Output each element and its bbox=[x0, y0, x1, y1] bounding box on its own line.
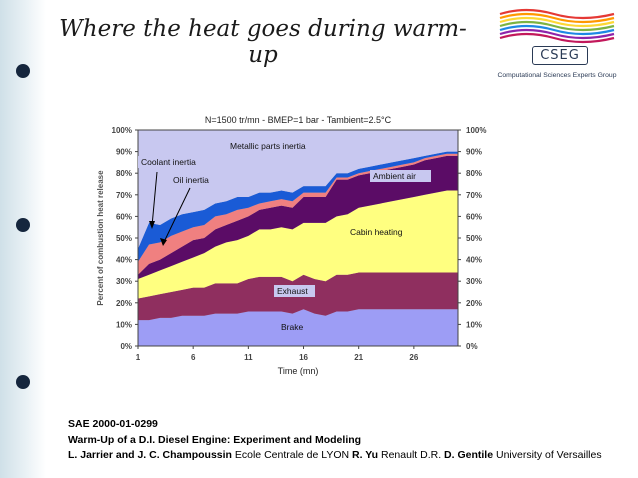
arrow-coolant-head bbox=[149, 221, 155, 229]
label-metallic-parts-inertia-bg bbox=[227, 140, 343, 152]
label-brake-bg bbox=[278, 321, 309, 333]
label-exhaust-bg bbox=[274, 285, 315, 297]
label-cabin-heating: Cabin heating bbox=[350, 227, 403, 237]
x-tick-label: 16 bbox=[299, 353, 308, 362]
label-exhaust: Exhaust bbox=[277, 286, 308, 296]
logo-waves-icon bbox=[499, 8, 615, 44]
citation-paper-title: Warm-Up of a D.I. Diesel Engine: Experim… bbox=[68, 433, 362, 446]
y-tick-label-right: 70% bbox=[466, 191, 482, 200]
x-tick-label: 6 bbox=[191, 353, 196, 362]
citation-part-4: D. Gentile bbox=[444, 449, 494, 461]
arrow-oil bbox=[163, 187, 191, 243]
y-tick-label-left: 0% bbox=[120, 342, 132, 351]
citation-part-3: Renault D.R. bbox=[378, 449, 445, 461]
y-tick-label-left: 40% bbox=[116, 256, 132, 265]
y-tick-label-right: 10% bbox=[466, 320, 482, 329]
y-tick-label-left: 80% bbox=[116, 169, 132, 178]
slide-title: Where the heat goes during warm- up bbox=[48, 16, 478, 68]
y-tick-label-left: 20% bbox=[116, 299, 132, 308]
y-tick-label-right: 60% bbox=[466, 212, 482, 221]
bullet-dot bbox=[16, 64, 30, 78]
arrow-coolant bbox=[151, 171, 158, 227]
citation: SAE 2000-01-0299 Warm-Up of a D.I. Diese… bbox=[68, 417, 628, 464]
label-coolant-inertia: Coolant inertia bbox=[141, 157, 196, 167]
y-tick-label-right: 40% bbox=[466, 256, 482, 265]
y-tick-label-left: 70% bbox=[116, 191, 132, 200]
logo-subtitle: Computational Sciences Experts Group bbox=[497, 72, 617, 79]
y-tick-label-right: 90% bbox=[466, 148, 482, 157]
area-ambient-air bbox=[138, 155, 458, 280]
cseg-logo: CSEG Computational Sciences Experts Grou… bbox=[496, 6, 617, 84]
y-tick-label-right: 80% bbox=[466, 169, 482, 178]
y-tick-label-left: 100% bbox=[112, 126, 132, 135]
x-tick-label: 1 bbox=[136, 353, 141, 362]
y-tick-label-left: 10% bbox=[116, 320, 132, 329]
heat-distribution-chart: 0% 10% 20% 30% 40% 50% 60% 70% 80% 90% 100% 0% 10% 20… bbox=[90, 108, 510, 378]
y-axis-label: Percent of combustion heat release bbox=[96, 170, 105, 306]
y-tick-label-left: 90% bbox=[116, 148, 132, 157]
bullet-dot bbox=[16, 375, 30, 389]
label-metallic-parts-inertia: Metallic parts inertia bbox=[230, 141, 306, 151]
chart-title: N=1500 tr/mn - BMEP=1 bar - Tambient=2.5… bbox=[205, 115, 392, 125]
label-oil-inertia: Oil inertia bbox=[173, 175, 209, 185]
citation-part-5: University of Versailles bbox=[493, 449, 602, 461]
label-ambient-air-bg bbox=[370, 170, 431, 182]
y-tick-label-right: 0% bbox=[466, 342, 478, 351]
area-cabin-heating bbox=[138, 190, 458, 299]
citation-part-1: Ecole Centrale de LYON bbox=[231, 449, 353, 461]
citation-paper-id: SAE 2000-01-0299 bbox=[68, 418, 158, 430]
y-tick-label-right: 30% bbox=[466, 277, 482, 286]
slide-title-line2: up bbox=[248, 42, 278, 68]
citation-authors: L. Jarrier and J. C. Champoussin Ecole C… bbox=[68, 448, 628, 464]
label-brake: Brake bbox=[281, 322, 303, 332]
label-oil-inertia-bg bbox=[170, 174, 231, 186]
y-tick-label-left: 60% bbox=[116, 212, 132, 221]
y-tick-label-left: 30% bbox=[116, 277, 132, 286]
bullet-dot bbox=[16, 218, 30, 232]
y-tick-label-right: 100% bbox=[466, 126, 486, 135]
logo-wordmark: CSEG bbox=[532, 46, 588, 65]
x-tick-label: 21 bbox=[354, 353, 363, 362]
arrow-oil-head bbox=[160, 238, 167, 246]
label-cabin-heating-bg bbox=[347, 226, 418, 238]
left-decor-bar bbox=[0, 0, 46, 478]
y-tick-label-right: 20% bbox=[466, 299, 482, 308]
stacked-area-chart: 0% 10% 20% 30% 40% 50% 60% 70% 80% 90% 100% 0% 10% 20… bbox=[96, 115, 486, 376]
x-tick-label: 11 bbox=[244, 353, 253, 362]
slide-title-line1: Where the heat goes during warm- bbox=[59, 16, 467, 42]
x-tick-label: 26 bbox=[409, 353, 418, 362]
citation-part-0: L. Jarrier and J. C. Champoussin bbox=[68, 449, 232, 461]
label-ambient-air: Ambient air bbox=[373, 171, 416, 181]
citation-part-2: R. Yu bbox=[352, 449, 379, 461]
label-coolant-inertia-bg bbox=[138, 156, 219, 168]
y-tick-label-right: 50% bbox=[466, 234, 482, 243]
x-axis-label: Time (mn) bbox=[278, 366, 319, 376]
y-tick-label-left: 50% bbox=[116, 234, 132, 243]
